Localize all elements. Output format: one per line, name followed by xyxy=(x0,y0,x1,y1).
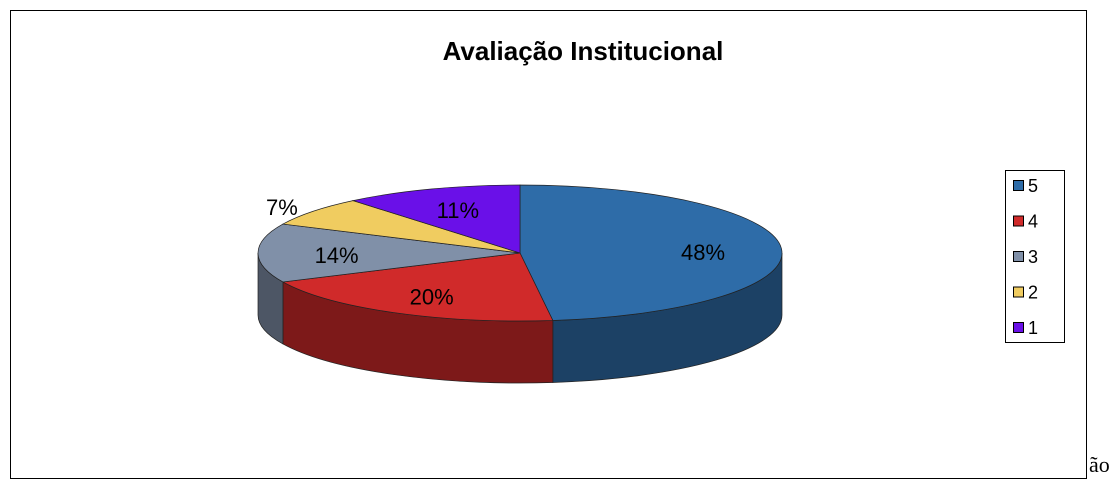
slice xyxy=(257,223,521,283)
legend-label: 4 xyxy=(1028,211,1038,231)
chart-title: Avaliação Institucional xyxy=(443,36,724,66)
legend-label: 1 xyxy=(1028,318,1038,338)
legend-swatch xyxy=(1013,251,1024,262)
legend-label: 5 xyxy=(1028,176,1038,196)
legend-swatch xyxy=(1013,215,1024,227)
slice xyxy=(281,252,554,322)
slice xyxy=(351,184,521,254)
legend-swatch xyxy=(1013,322,1024,333)
data-label: 7% xyxy=(266,195,298,220)
stray-text: ão xyxy=(1089,452,1110,477)
legend-swatch xyxy=(1013,286,1024,298)
data-label: 20% xyxy=(410,285,454,310)
legend-swatch xyxy=(1013,180,1024,191)
slice xyxy=(281,200,521,254)
data-label: 11% xyxy=(437,198,479,223)
legend-label: 2 xyxy=(1028,282,1038,302)
data-label: 48% xyxy=(681,240,725,265)
data-label: 14% xyxy=(315,243,359,268)
slice xyxy=(519,184,783,321)
legend-label: 3 xyxy=(1028,247,1038,267)
